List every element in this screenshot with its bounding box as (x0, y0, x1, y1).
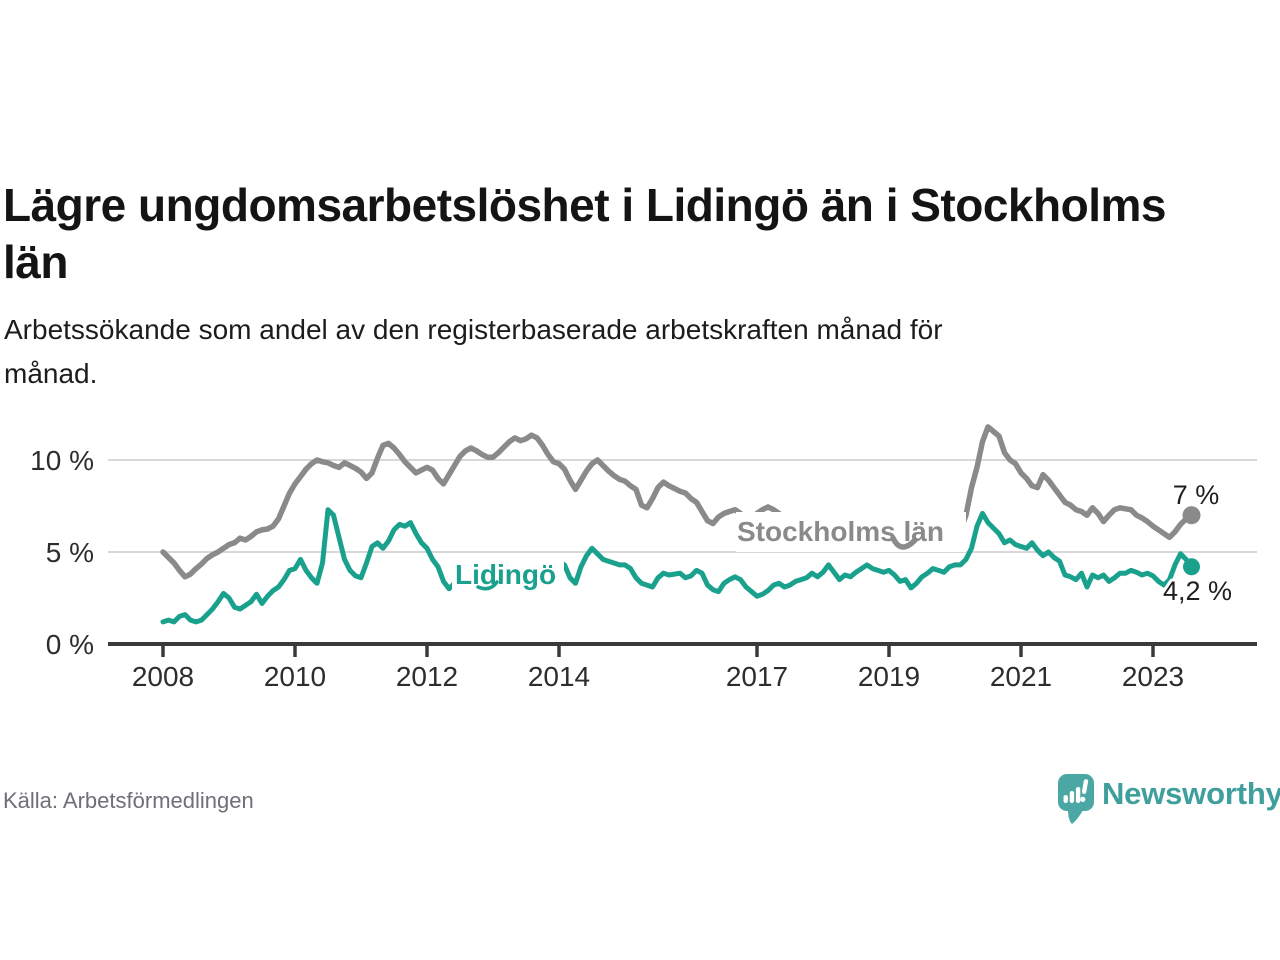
series-label-lidingo: Lidingö (455, 559, 556, 590)
end-dot-lidingo (1183, 558, 1200, 576)
end-dot-stockholm (1182, 506, 1201, 525)
line-stockholm (160, 424, 1195, 580)
x-tick-label: 2008 (132, 661, 194, 692)
x-tick-label: 2023 (1122, 661, 1184, 692)
newsworthy-wordmark: Newsworthy (1102, 776, 1280, 811)
chart-title-line-1: Lägre ungdomsarbetslöshet i Lidingö än i… (3, 178, 1166, 231)
x-tick-label: 2017 (726, 661, 788, 692)
label-mask-stockholm (736, 512, 966, 552)
label-pointer-icon-lidingo (476, 580, 499, 591)
chart-subtitle-line-1: Arbetssökande som andel av den registerb… (4, 314, 943, 345)
chart-subtitle-line-2: månad. (4, 358, 98, 389)
chart-title-line-2: län (3, 235, 68, 288)
x-tick-label: 2010 (264, 661, 326, 692)
line-lidingo (160, 507, 1194, 625)
end-label-lidingo: 4,2 % (1163, 576, 1232, 606)
source-note: Källa: Arbetsförmedlingen (3, 788, 254, 813)
y-tick-label: 10 % (30, 445, 94, 476)
x-tick-label: 2014 (528, 661, 590, 692)
y-tick-label: 0 % (46, 629, 94, 660)
end-label-stockholm: 7 % (1173, 480, 1220, 510)
y-tick-label: 5 % (46, 537, 94, 568)
x-tick-label: 2012 (396, 661, 458, 692)
label-mask-lidingo (452, 553, 564, 594)
newsworthy-logo: Newsworthy (1056, 772, 1280, 828)
chart-title: Lägre ungdomsarbetslöshet i Lidingö än i… (3, 177, 1277, 291)
newsworthy-bubble-icon (1058, 774, 1094, 824)
chart-subtitle: Arbetssökande som andel av den registerb… (4, 308, 1204, 396)
x-tick-label: 2021 (990, 661, 1052, 692)
line-chart: 0 % 5 % 10 % 2008 2010 2012 2014 2017 2019 2021 20… (30, 424, 1257, 692)
x-tick-label: 2019 (858, 661, 920, 692)
label-pointer-icon-stockholm (890, 535, 918, 550)
